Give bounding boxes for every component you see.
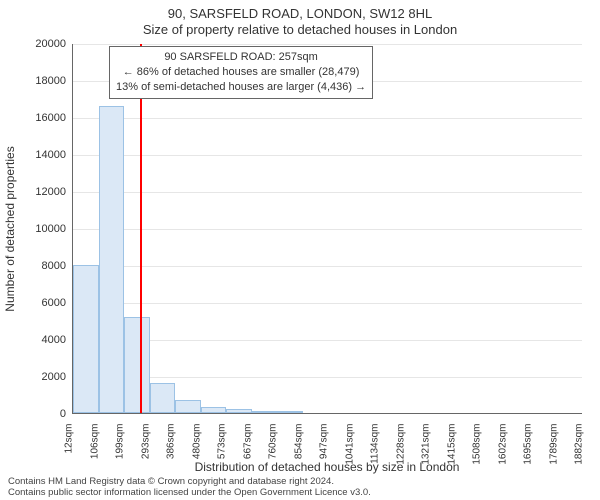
y-tick-label: 14000 [16, 149, 66, 161]
footer-line-1: Contains HM Land Registry data © Crown c… [8, 477, 371, 487]
y-tick-label: 4000 [16, 334, 66, 346]
histogram-bar [150, 383, 175, 413]
gridline [73, 229, 582, 230]
y-tick-label: 16000 [16, 112, 66, 124]
y-axis-label: Number of detached properties [3, 146, 17, 311]
histogram-bar [175, 400, 201, 413]
y-tick-label: 2000 [16, 371, 66, 383]
y-tick-label: 20000 [16, 38, 66, 50]
y-tick-label: 12000 [16, 186, 66, 198]
annotation-line-3: 13% of semi-detached houses are larger (… [116, 80, 366, 95]
gridline [73, 118, 582, 119]
histogram-bar [226, 409, 252, 413]
y-tick-label: 8000 [16, 260, 66, 272]
annotation-line-2: ← 86% of detached houses are smaller (28… [116, 65, 366, 80]
histogram-bar [73, 265, 99, 413]
y-tick-label: 18000 [16, 75, 66, 87]
gridline [73, 44, 582, 45]
annotation-line-1: 90 SARSFELD ROAD: 257sqm [116, 50, 366, 65]
gridline [73, 155, 582, 156]
gridline [73, 192, 582, 193]
gridline [73, 303, 582, 304]
histogram-bar [99, 106, 124, 413]
gridline [73, 266, 582, 267]
histogram-bar [277, 411, 303, 413]
y-tick-label: 10000 [16, 223, 66, 235]
chart-title-sub: Size of property relative to detached ho… [0, 22, 600, 37]
annotation-callout: 90 SARSFELD ROAD: 257sqm← 86% of detache… [109, 46, 373, 99]
histogram-bar [252, 411, 277, 413]
footer-attribution: Contains HM Land Registry data © Crown c… [8, 477, 371, 498]
chart-title-main: 90, SARSFELD ROAD, LONDON, SW12 8HL [0, 6, 600, 21]
histogram-bar [201, 407, 226, 413]
chart-plot-area: 90 SARSFELD ROAD: 257sqm← 86% of detache… [72, 44, 582, 414]
footer-line-2: Contains public sector information licen… [8, 488, 371, 498]
y-tick-label: 0 [16, 408, 66, 420]
histogram-bar [124, 317, 150, 413]
property-marker-line [140, 44, 142, 413]
y-tick-label: 6000 [16, 297, 66, 309]
